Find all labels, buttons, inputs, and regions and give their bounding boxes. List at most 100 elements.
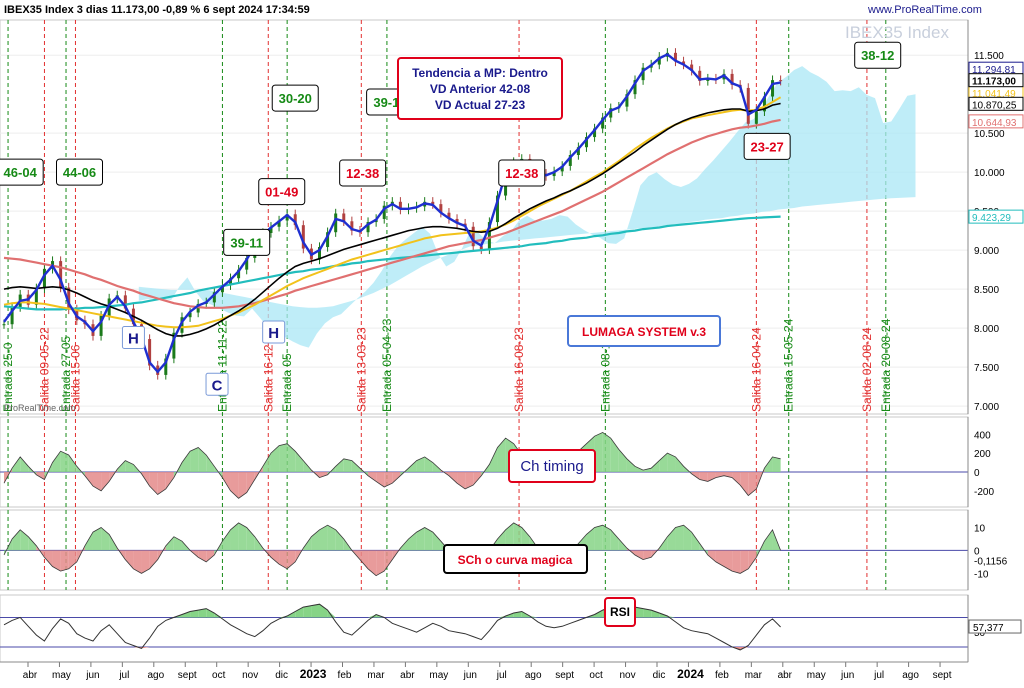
sch-area-segment <box>319 525 328 551</box>
price-tick-label: 11.500 <box>974 51 1004 62</box>
price-candle-body <box>471 226 475 247</box>
timing-area-segment <box>206 455 215 472</box>
x-tick-label: 2023 <box>300 667 327 681</box>
timing-area-segment <box>392 471 401 484</box>
price-candle-body <box>42 268 46 289</box>
sch-area-segment <box>270 550 280 565</box>
price-candle-body <box>479 246 483 250</box>
sch-area-segment <box>60 550 69 572</box>
x-tick-label: jul <box>496 670 507 681</box>
x-tick-label: abr <box>778 670 793 681</box>
x-tick-label: oct <box>589 670 603 681</box>
entry-signal-label: Entrada 05-04-23 <box>380 318 394 412</box>
series-media-rapida <box>3 52 781 374</box>
timing-area-segment <box>594 432 603 472</box>
price-candle-body <box>673 52 677 62</box>
rsi-overbought-fill <box>327 610 336 618</box>
price-tag-label: 10.644,93 <box>972 118 1017 129</box>
price-candle-body <box>762 96 766 112</box>
price-candle-body <box>560 165 564 172</box>
signal-badge-label: 46-04 <box>4 165 38 180</box>
timing-line <box>3 431 781 499</box>
timing-area-segment <box>92 471 102 491</box>
sch-area-segment <box>740 550 749 574</box>
rsi-line <box>3 603 781 651</box>
x-tick-label: sept <box>555 670 574 681</box>
timing-area-segment <box>489 447 498 472</box>
sch-area-segment <box>238 522 247 551</box>
sch-area-segment <box>416 527 425 551</box>
timing-area-segment <box>691 471 700 480</box>
sch-area-segment <box>68 550 77 569</box>
sch-area-segment <box>28 536 37 551</box>
price-candle-body <box>576 147 580 156</box>
timing-area-segment <box>659 453 668 472</box>
sch-area-segment <box>764 529 773 551</box>
x-tick-label: jun <box>85 670 99 681</box>
signal-badge-label: 12-38 <box>505 166 538 181</box>
entry-signal-label: Entrada 20-08-24 <box>879 318 893 412</box>
price-candle-body <box>188 312 192 318</box>
x-tick-label: dic <box>653 670 666 681</box>
sch-area-segment <box>513 522 522 551</box>
signal-badge-box <box>271 84 319 112</box>
timing-area-segment <box>416 456 425 472</box>
price-candle-body <box>625 94 629 107</box>
timing-area-segment <box>465 471 474 489</box>
timing-area-segment <box>732 471 741 486</box>
timing-area-segment <box>635 466 644 472</box>
x-tick-label: jun <box>463 670 477 681</box>
price-tick-label: 8.000 <box>974 324 999 335</box>
timing-area-segment <box>473 471 482 486</box>
price-candle-body <box>334 213 338 233</box>
x-tick-label: mar <box>745 670 763 681</box>
timing-area-segment <box>295 451 304 472</box>
x-tick-label: ago <box>525 670 542 681</box>
timing-area-segment <box>351 460 360 472</box>
timing-area-segment <box>610 438 619 472</box>
sch-area-segment <box>505 522 514 551</box>
price-candle-body <box>746 87 750 124</box>
price-candle-body <box>229 278 233 286</box>
panel-tim <box>0 416 969 508</box>
timing-area-segment <box>287 443 296 472</box>
chart-title: IBEX35 Index 3 dias 11.173,00 -0,89 % 6 … <box>4 4 310 16</box>
timing-area-segment <box>84 471 93 487</box>
pattern-marker-label: H <box>128 330 139 347</box>
sch-line <box>3 522 781 577</box>
sch-area-segment <box>748 550 757 569</box>
sch-label: SCh o curva magica <box>458 553 573 567</box>
sch-area-segment <box>424 527 433 551</box>
price-candle-body <box>771 80 775 97</box>
pattern-marker-box <box>205 372 229 396</box>
signal-badge-label: 38-12 <box>861 48 894 63</box>
price-candle-body <box>180 317 184 333</box>
x-tick-label: sept <box>178 670 197 681</box>
ichimoku-cloud <box>138 66 916 348</box>
timing-tick-label: 0 <box>974 468 980 479</box>
brand-url[interactable]: www.ProRealTime.com <box>867 4 982 16</box>
sch-tick-label: 0 <box>974 546 980 557</box>
timing-tick-label: -200 <box>974 487 994 498</box>
price-candle-body <box>2 324 6 326</box>
price-candle-body <box>10 307 14 325</box>
timing-area-segment <box>764 456 773 472</box>
timing-area-segment <box>20 456 29 472</box>
timing-area-segment <box>165 471 174 489</box>
timing-area-segment <box>238 471 247 499</box>
timing-area-segment <box>117 460 126 472</box>
price-candle-body <box>237 269 241 279</box>
exit-signal-label: Salida 02-08-24 <box>860 327 874 412</box>
sch-area-segment <box>84 532 93 551</box>
timing-area-segment <box>52 451 61 472</box>
timing-area-segment <box>626 458 636 472</box>
price-candle-body <box>754 111 758 124</box>
sch-area-segment <box>335 529 344 551</box>
timing-area-segment <box>448 471 458 484</box>
price-candle-body <box>698 70 702 81</box>
overlay-layer: 46-04 44-0639-1101-4930-2012-3839-1112-38… <box>0 41 902 396</box>
timing-area-segment <box>368 471 377 482</box>
pattern-marker-box <box>121 325 145 349</box>
price-candle-body <box>164 358 168 375</box>
